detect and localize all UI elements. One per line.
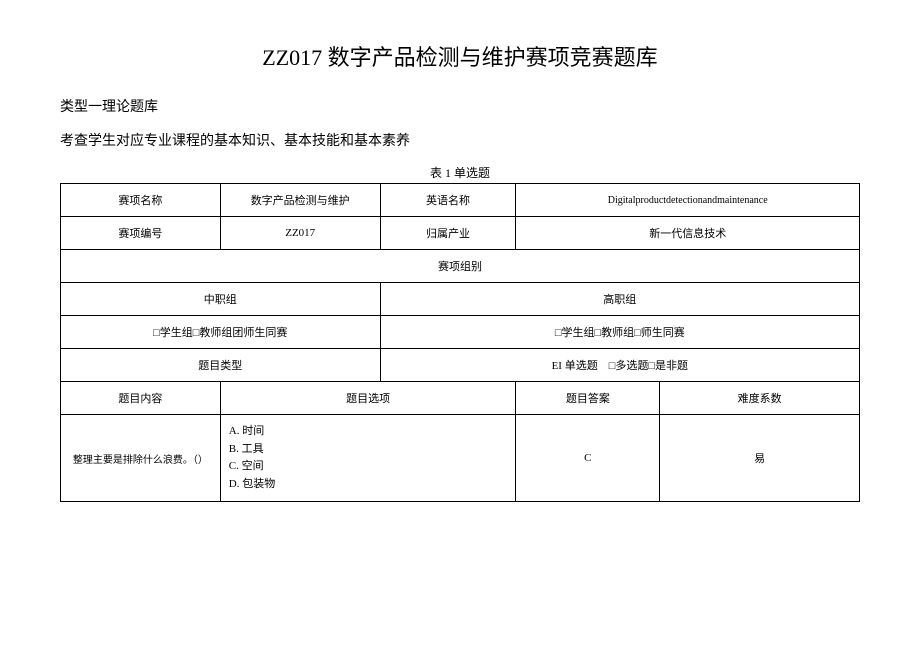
table-row: 整理主要是排除什么浪费。（） A. 时间 B. 工具 C. 空间 D. 包装物 … — [61, 415, 860, 502]
cell-secondary-group: 中职组 — [61, 283, 381, 316]
subtitle-description: 考查学生对应专业课程的基本知识、基本技能和基本素养 — [60, 130, 860, 150]
cell-question-type-value: EI 单选题 □多选题□是非题 — [380, 349, 859, 382]
cell-header-answer: 题目答案 — [516, 382, 660, 415]
cell-group-header: 赛项组别 — [61, 250, 860, 283]
cell-higher-group: 高职组 — [380, 283, 859, 316]
table-row: 中职组 高职组 — [61, 283, 860, 316]
cell-event-name-label: 赛项名称 — [61, 184, 221, 217]
question-table: 赛项名称 数字产品检测与维护 英语名称 Digitalproductdetect… — [60, 183, 860, 502]
cell-industry-value: 新一代信息技术 — [516, 217, 860, 250]
table-row: 题目内容 题目选项 题目答案 难度系数 — [61, 382, 860, 415]
table-row: 赛项组别 — [61, 250, 860, 283]
option-a: A. 时间 — [229, 423, 510, 441]
page-title: ZZ017 数字产品检测与维护赛项竞赛题库 — [60, 40, 860, 72]
table-row: 赛项编号 ZZ017 归属产业 新一代信息技术 — [61, 217, 860, 250]
option-d: D. 包装物 — [229, 476, 510, 494]
cell-english-name-label: 英语名称 — [380, 184, 516, 217]
cell-question-difficulty: 易 — [660, 415, 860, 502]
cell-question-type-label: 题目类型 — [61, 349, 381, 382]
cell-question-options: A. 时间 B. 工具 C. 空间 D. 包装物 — [220, 415, 516, 502]
cell-event-name-value: 数字产品检测与维护 — [220, 184, 380, 217]
cell-header-content: 题目内容 — [61, 382, 221, 415]
option-b: B. 工具 — [229, 441, 510, 459]
cell-event-code-value: ZZ017 — [220, 217, 380, 250]
table-row: 赛项名称 数字产品检测与维护 英语名称 Digitalproductdetect… — [61, 184, 860, 217]
cell-higher-options: □学生组□教师组□师生同赛 — [380, 316, 859, 349]
table-row: 题目类型 EI 单选题 □多选题□是非题 — [61, 349, 860, 382]
table-row: □学生组□教师组团师生同赛 □学生组□教师组□师生同赛 — [61, 316, 860, 349]
cell-question-answer: C — [516, 415, 660, 502]
cell-english-name-value: Digitalproductdetectionandmaintenance — [516, 184, 860, 217]
option-c: C. 空间 — [229, 458, 510, 476]
cell-secondary-options: □学生组□教师组团师生同赛 — [61, 316, 381, 349]
table-caption: 表 1 单选题 — [60, 164, 860, 181]
cell-event-code-label: 赛项编号 — [61, 217, 221, 250]
cell-header-options: 题目选项 — [220, 382, 516, 415]
cell-header-difficulty: 难度系数 — [660, 382, 860, 415]
subtitle-category: 类型一理论题库 — [60, 96, 860, 116]
cell-industry-label: 归属产业 — [380, 217, 516, 250]
cell-question-content: 整理主要是排除什么浪费。（） — [61, 415, 221, 502]
